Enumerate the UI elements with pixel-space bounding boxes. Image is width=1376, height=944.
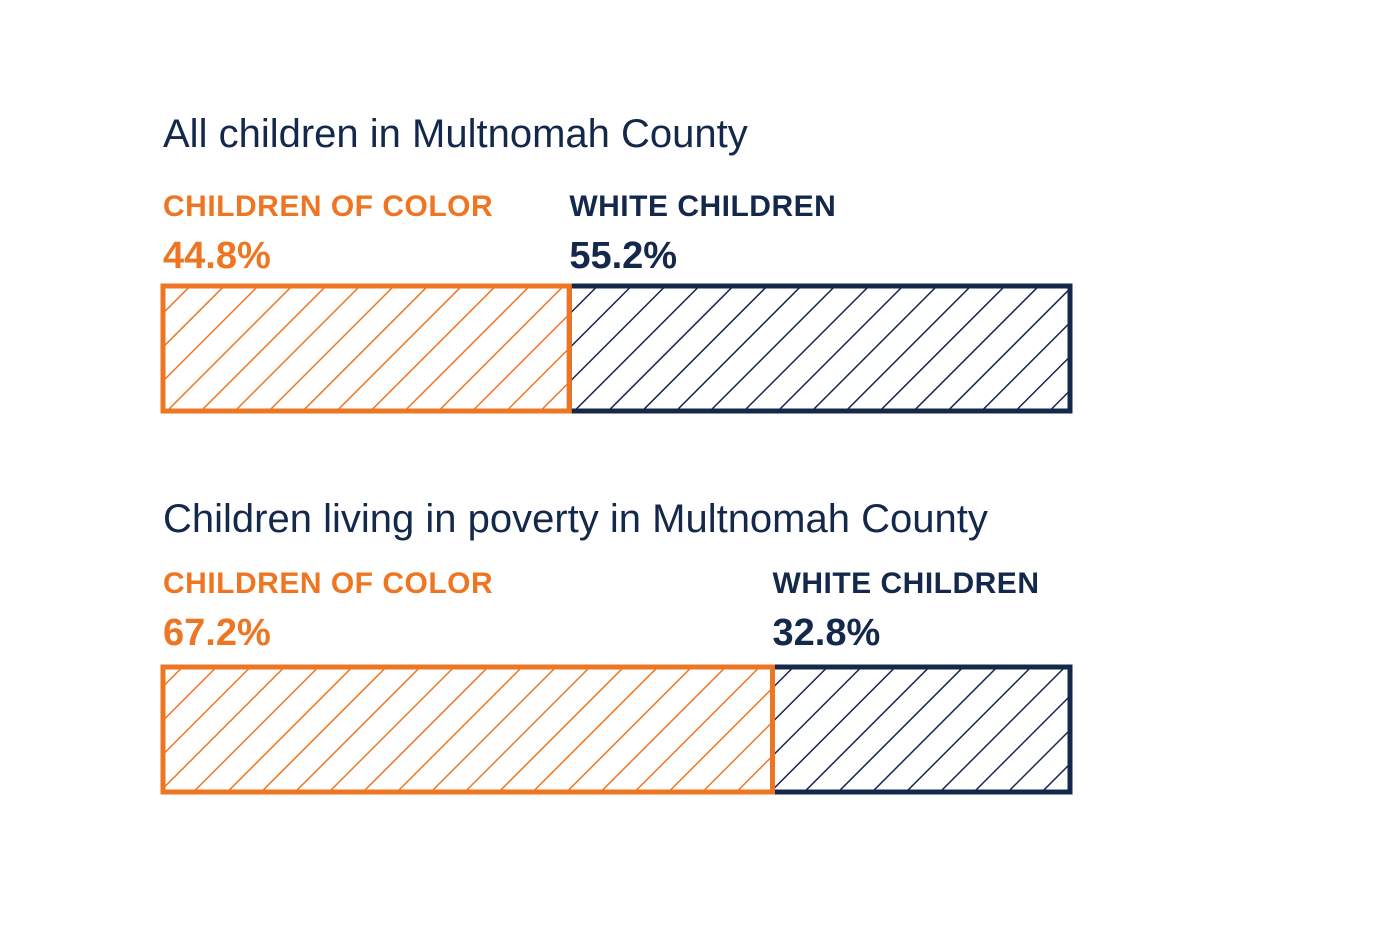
bar-segment-children-of-color bbox=[160, 283, 572, 414]
chart-title: Children living in poverty in Multnomah … bbox=[163, 497, 988, 541]
segment-label-children-of-color: CHILDREN OF COLOR bbox=[163, 190, 493, 223]
chart-2: Children living in poverty in Multnomah … bbox=[160, 497, 1073, 795]
bar-segment-children-of-color bbox=[160, 664, 776, 795]
segment-value-white-children: 55.2% bbox=[569, 235, 677, 277]
segment-value-children-of-color: 44.8% bbox=[163, 235, 271, 277]
segment-label-white-children: WHITE CHILDREN bbox=[569, 190, 836, 223]
segment-value-children-of-color: 67.2% bbox=[163, 612, 271, 654]
charts-root: All children in Multnomah County CHILDREN… bbox=[160, 112, 1073, 795]
segment-value-white-children: 32.8% bbox=[773, 612, 881, 654]
bar-segment-white-children bbox=[770, 664, 1073, 795]
segment-label-children-of-color: CHILDREN OF COLOR bbox=[163, 567, 493, 600]
chart-1: All children in Multnomah County CHILDREN… bbox=[160, 112, 1073, 414]
bar-segment-white-children bbox=[566, 283, 1073, 414]
segment-label-white-children: WHITE CHILDREN bbox=[773, 567, 1040, 600]
chart-title: All children in Multnomah County bbox=[163, 112, 748, 156]
